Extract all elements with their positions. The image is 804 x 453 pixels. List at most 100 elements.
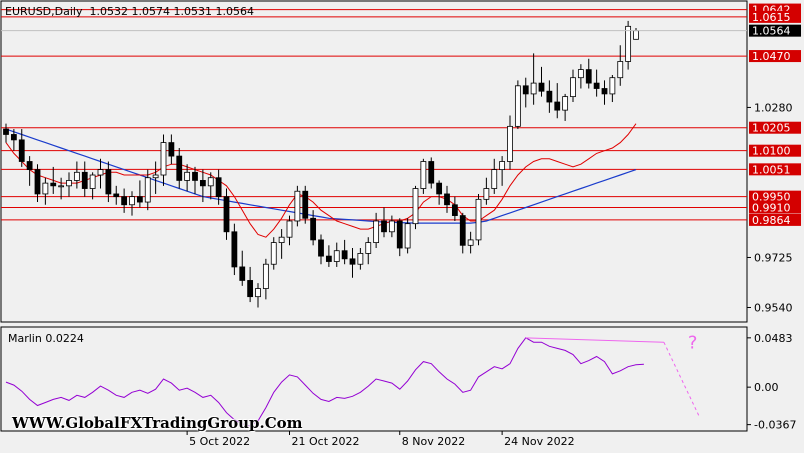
candle-body [231, 231, 238, 268]
level-label: 1.0100 [752, 145, 791, 158]
main-plot-area [0, 0, 748, 323]
candle-body [585, 69, 592, 84]
candle-body [89, 174, 96, 189]
candle-body [365, 242, 372, 254]
candle-body [160, 142, 167, 176]
candle-body [278, 236, 285, 244]
time-axis: 5 Oct 2022 21 Oct 2022 8 Nov 2022 24 Nov 20… [186, 431, 575, 448]
candle-body [373, 220, 380, 244]
ohlc-high: 1.0574 [131, 5, 170, 18]
candle-body [349, 258, 356, 265]
candle-body [255, 288, 261, 298]
candle-body [136, 196, 143, 203]
price-tick-label: 0.9725 [754, 251, 793, 264]
candle-body [475, 198, 482, 241]
candle-body [546, 90, 553, 103]
candle-body [3, 128, 9, 135]
level-label: 0.9864 [752, 214, 791, 227]
candle-body [570, 77, 576, 98]
candle-body [34, 169, 41, 195]
candle-body [152, 174, 159, 179]
candle-body [444, 193, 450, 206]
watermark: WWW.GlobalFXTradingGroup.Com [12, 414, 303, 432]
candle-body [514, 85, 521, 127]
candle-body [538, 82, 545, 92]
candle-body [357, 253, 364, 265]
candle-body [286, 220, 293, 238]
candle-body [184, 171, 191, 181]
candle-body [215, 177, 222, 198]
candle-body [26, 161, 33, 171]
level-label-box [749, 201, 801, 214]
marlin-line [5, 337, 644, 427]
candle-body [310, 217, 317, 241]
candle-body [451, 204, 458, 216]
level-label-box [749, 144, 801, 157]
candle-body [577, 69, 584, 79]
level-label-box [749, 190, 801, 203]
divergence-line [525, 337, 664, 343]
price-axis: 1.0280 0.9725 0.9540 1.0564 [1, 24, 801, 314]
candle-body [302, 190, 309, 219]
symbol-label: EURUSD,Daily [5, 5, 83, 18]
candle-body [73, 171, 80, 181]
price-tick-label: 1.0280 [754, 101, 793, 114]
level-label-box [749, 50, 801, 63]
candles [3, 20, 639, 308]
price-tick-label: 0.9540 [754, 301, 793, 314]
candle-body [318, 239, 324, 257]
candle-body [341, 250, 348, 260]
current-price-label: 1.0564 [752, 25, 791, 38]
candle-body [404, 223, 411, 249]
candle-body [18, 139, 25, 162]
candle-body [192, 171, 198, 181]
ma-blue-line [5, 128, 637, 224]
candle-body [176, 155, 183, 181]
time-tick-label: 5 Oct 2022 [189, 435, 250, 448]
level-label: 1.0470 [752, 50, 791, 63]
candle-body [396, 220, 403, 249]
candle-body [507, 125, 513, 162]
candle-body [467, 239, 474, 246]
candle-body [601, 88, 608, 95]
candle-body [144, 177, 151, 203]
level-label-box [749, 213, 801, 226]
candle-body [436, 182, 443, 195]
candle-body [97, 169, 104, 176]
candle-body [325, 255, 332, 262]
level-label-box [749, 163, 801, 176]
level-lines: 1.06421.06151.04701.02051.01001.00510.99… [1, 3, 801, 227]
level-label: 0.9910 [752, 201, 791, 214]
candle-body [121, 196, 128, 206]
candle-body [207, 177, 214, 187]
candle-body [554, 101, 561, 111]
candle-body [247, 280, 254, 298]
candle-body [199, 180, 206, 187]
candle-body [66, 180, 72, 187]
candle-body [333, 250, 340, 262]
osc-tick-label: 0.00 [754, 381, 779, 394]
time-tick-label: 8 Nov 2022 [402, 435, 465, 448]
candle-body [223, 196, 230, 233]
level-label-box [749, 10, 801, 23]
candle-body [113, 193, 120, 198]
candle-body [491, 169, 498, 189]
candle-body [483, 188, 490, 200]
candle-body [58, 185, 65, 188]
marlin-oscillator: ? 0.0483 0.00 -0.0367 [5, 332, 796, 432]
ohlc-close: 1.0564 [215, 5, 254, 18]
time-tick-label: 21 Oct 2022 [292, 435, 360, 448]
chart-header: EURUSD,Daily 1.0532 1.0574 1.0531 1.0564 [5, 5, 254, 18]
level-label: 1.0615 [752, 11, 791, 24]
level-label: 0.9950 [752, 191, 791, 204]
candle-body [42, 182, 49, 195]
candle-body [617, 61, 624, 79]
level-label: 1.0051 [752, 163, 791, 176]
candle-body [129, 196, 135, 206]
candle-body [593, 82, 600, 89]
time-tick-label: 24 Nov 2022 [504, 435, 574, 448]
candle-body [81, 171, 88, 189]
candle-body [412, 188, 419, 225]
candle-body [262, 263, 269, 289]
